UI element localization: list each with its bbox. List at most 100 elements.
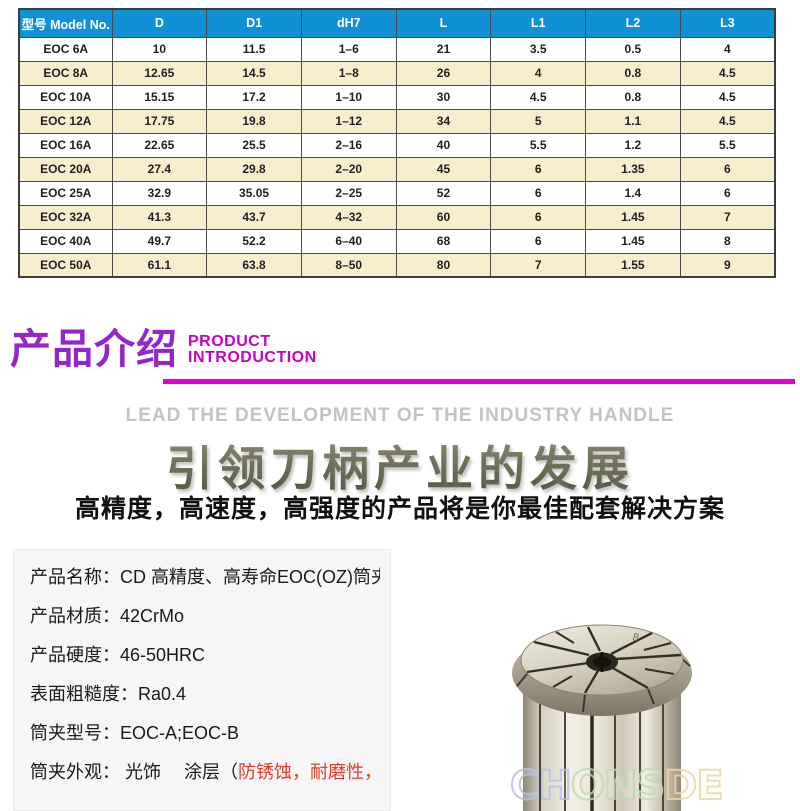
- value-cell: 7: [490, 252, 587, 278]
- model-cell: EOC 25A: [18, 180, 113, 206]
- model-cell: EOC 10A: [18, 84, 113, 110]
- column-header: D1: [206, 8, 302, 38]
- section-header: 产品介绍 PRODUCT INTRODUCTION: [10, 328, 317, 370]
- value-cell: 1.45: [585, 228, 681, 254]
- model-cell: EOC 6A: [18, 36, 113, 62]
- subline-zh: 高精度，高速度，高强度的产品将是你最佳配套解决方案: [74, 496, 725, 523]
- value-cell: 6: [679, 156, 776, 182]
- value-cell: 4: [490, 60, 587, 86]
- value-cell: 6: [490, 180, 587, 206]
- value-cell: 14.5: [206, 60, 302, 86]
- value-cell: 29.8: [206, 156, 302, 182]
- spec-item-text: 表面粗糙度：Ra0.4: [30, 684, 187, 704]
- column-header: L1: [490, 8, 587, 38]
- value-cell: 17.75: [111, 108, 208, 134]
- spec-table-section: 型号 Model No. D D1 dH7 L L1 L2 L3 EOC 6A 10 11.5 1–…: [18, 8, 776, 278]
- value-cell: 1.2: [585, 132, 681, 158]
- value-cell: 26: [395, 60, 492, 86]
- value-cell: 52.2: [206, 228, 302, 254]
- value-cell: 6: [490, 228, 587, 254]
- value-cell: 8: [679, 228, 776, 254]
- column-header: L: [395, 8, 492, 38]
- value-cell: 1.4: [585, 180, 681, 206]
- value-cell: 1.55: [585, 252, 681, 278]
- column-header: D: [111, 8, 208, 38]
- value-cell: 10: [111, 36, 208, 62]
- value-cell: 60: [395, 204, 492, 230]
- table-row: EOC 32A 41.3 43.7 4–32 60 6 1.45 7: [18, 204, 776, 230]
- column-header: 型号 Model No.: [18, 8, 113, 38]
- value-cell: 3.5: [490, 36, 587, 62]
- table-row: EOC 16A 22.65 25.5 2–16 40 5.5 1.2 5.5: [18, 132, 776, 158]
- value-cell: 4.5: [490, 84, 587, 110]
- value-cell: 27.4: [111, 156, 208, 182]
- model-cell: EOC 40A: [18, 228, 113, 254]
- value-cell: 21: [395, 36, 492, 62]
- value-cell: 6: [490, 204, 587, 230]
- value-cell: 0.8: [585, 60, 681, 86]
- value-cell: 1.45: [585, 204, 681, 230]
- value-cell: 1–6: [300, 36, 397, 62]
- spec-item: 表面粗糙度：Ra0.4: [30, 682, 380, 706]
- value-cell: 30: [395, 84, 492, 110]
- spec-item: 筒夹型号：EOC-A;EOC-B: [30, 721, 380, 745]
- section-underline: [163, 379, 795, 384]
- table-row: EOC 40A 49.7 52.2 6–40 68 6 1.45 8: [18, 228, 776, 254]
- value-cell: 4.5: [679, 108, 776, 134]
- column-header: L3: [679, 8, 776, 38]
- value-cell: 8–50: [300, 252, 397, 278]
- spec-table: 型号 Model No. D D1 dH7 L L1 L2 L3 EOC 6A 10 11.5 1–…: [18, 8, 776, 278]
- value-cell: 5.5: [679, 132, 776, 158]
- value-cell: 5.5: [490, 132, 587, 158]
- table-row: EOC 50A 61.1 63.8 8–50 80 7 1.55 9: [18, 252, 776, 278]
- value-cell: 19.8: [206, 108, 302, 134]
- value-cell: 40: [395, 132, 492, 158]
- value-cell: 80: [395, 252, 492, 278]
- value-cell: 6: [679, 180, 776, 206]
- table-row: EOC 20A 27.4 29.8 2–20 45 6 1.35 6: [18, 156, 776, 182]
- table-row: EOC 8A 12.65 14.5 1–8 26 4 0.8 4.5: [18, 60, 776, 86]
- section-title-en: PRODUCT INTRODUCTION: [188, 334, 317, 366]
- value-cell: 45: [395, 156, 492, 182]
- spec-item-text: 产品名称：CD 高精度、高寿命EOC(OZ)筒夹: [30, 567, 380, 587]
- value-cell: 1–8: [300, 60, 397, 86]
- size-marking: 8: [631, 631, 640, 644]
- value-cell: 0.5: [585, 36, 681, 62]
- collet-product-image: 8: [470, 598, 800, 811]
- value-cell: 52: [395, 180, 492, 206]
- model-cell: EOC 12A: [18, 108, 113, 134]
- spec-item-text: 产品材质：42CrMo: [30, 606, 185, 626]
- value-cell: 4–32: [300, 204, 397, 230]
- value-cell: 11.5: [206, 36, 302, 62]
- table-row: EOC 12A 17.75 19.8 1–12 34 5 1.1 4.5: [18, 108, 776, 134]
- brand-watermark: CHONSDE: [509, 763, 725, 809]
- value-cell: 1–12: [300, 108, 397, 134]
- table-row: EOC 25A 32.9 35.05 2–25 52 6 1.4 6: [18, 180, 776, 206]
- value-cell: 22.65: [111, 132, 208, 158]
- value-cell: 35.05: [206, 180, 302, 206]
- value-cell: 7: [679, 204, 776, 230]
- table-header-row: 型号 Model No. D D1 dH7 L L1 L2 L3: [18, 8, 776, 38]
- column-header: L2: [585, 8, 681, 38]
- value-cell: 2–20: [300, 156, 397, 182]
- value-cell: 63.8: [206, 252, 302, 278]
- table-row: EOC 6A 10 11.5 1–6 21 3.5 0.5 4: [18, 36, 776, 62]
- model-cell: EOC 8A: [18, 60, 113, 86]
- value-cell: 4: [679, 36, 776, 62]
- section-title-en-line1: PRODUCT: [188, 333, 271, 350]
- table-row: EOC 10A 15.15 17.2 1–10 30 4.5 0.8 4.5: [18, 84, 776, 110]
- value-cell: 9: [679, 252, 776, 278]
- spec-list: 产品名称：CD 高精度、高寿命EOC(OZ)筒夹 产品材质：42CrMo 产品硬度：…: [13, 549, 391, 811]
- spec-item-highlight: 防锈蚀，耐磨性，清洁度: [238, 762, 380, 782]
- model-cell: EOC 20A: [18, 156, 113, 182]
- watermark-segment: CH: [509, 763, 573, 809]
- value-cell: 4.5: [679, 60, 776, 86]
- watermark-segment: DE: [663, 763, 725, 809]
- collet-illustration: 8: [512, 624, 692, 811]
- value-cell: 15.15: [111, 84, 208, 110]
- spec-item: 筒夹外观： 光饰 涂层（防锈蚀，耐磨性，清洁度: [30, 760, 380, 784]
- spec-item-text: 筒夹型号：EOC-A;EOC-B: [30, 723, 240, 743]
- value-cell: 6–40: [300, 228, 397, 254]
- value-cell: 6: [490, 156, 587, 182]
